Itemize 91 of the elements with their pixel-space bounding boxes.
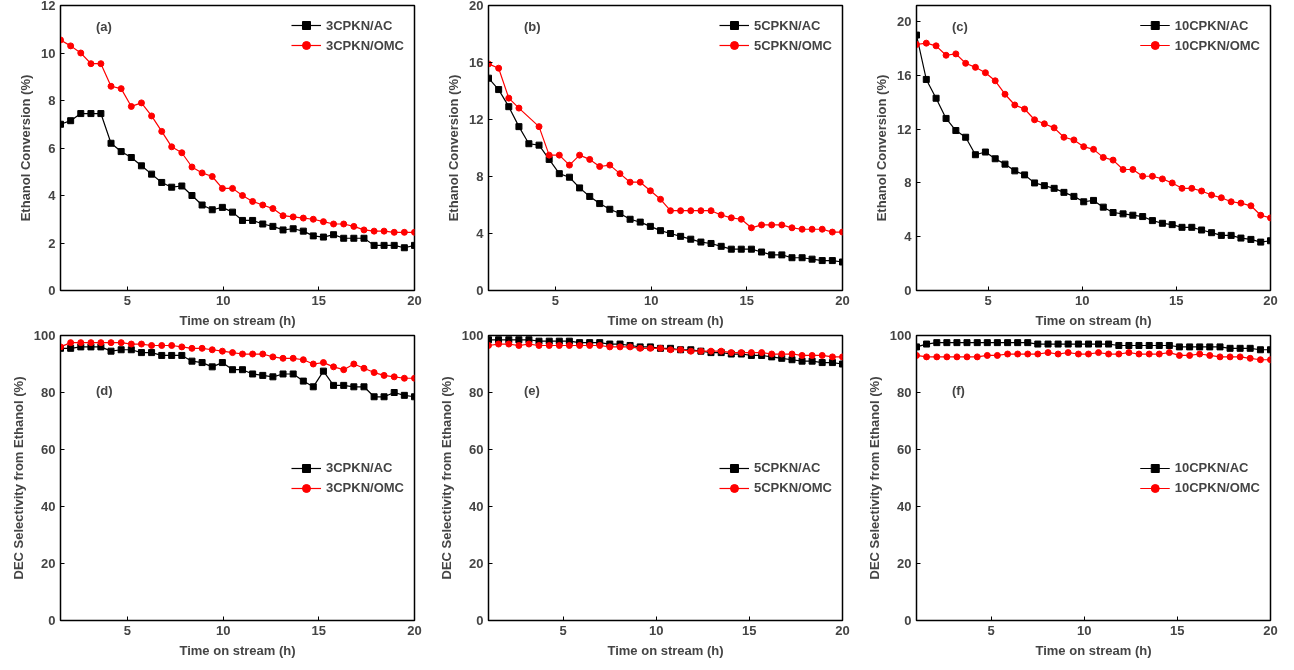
x-tick-label: 20 xyxy=(1263,292,1278,308)
annotation: (a) xyxy=(95,19,112,34)
y-tick-label: 60 xyxy=(41,442,56,457)
y-tick-label: 12 xyxy=(897,121,912,137)
y-tick-label: 12 xyxy=(41,0,56,13)
y-tick-label: 8 xyxy=(476,169,484,184)
legend-label: 3CPKN/AC xyxy=(325,460,393,475)
x-tick-label: 20 xyxy=(407,622,422,638)
x-tick-label: 15 xyxy=(739,292,755,308)
x-tick-label: 10 xyxy=(1074,292,1090,308)
y-axis-title: Ethanol Conversion (%) xyxy=(874,74,890,222)
y-tick-label: 20 xyxy=(469,0,484,13)
y-tick-label: 40 xyxy=(41,499,56,514)
y-tick-label: 100 xyxy=(33,328,56,343)
x-tick-label: 5 xyxy=(123,622,132,638)
x-tick-label: 15 xyxy=(311,622,327,638)
y-tick-label: 0 xyxy=(476,613,484,628)
legend-label: 5CPKN/OMC xyxy=(753,37,832,53)
y-tick-label: 16 xyxy=(897,67,912,83)
x-tick-label: 5 xyxy=(551,292,560,308)
y-tick-label: 20 xyxy=(897,556,912,571)
x-axis-title: Time on stream (h) xyxy=(1035,312,1152,328)
y-tick-label: 60 xyxy=(897,442,912,457)
legend-label: 3CPKN/OMC xyxy=(325,37,404,53)
y-tick-label: 20 xyxy=(469,556,484,571)
x-tick-label: 20 xyxy=(1263,622,1278,638)
legend-label: 10CPKN/AC xyxy=(1174,460,1249,475)
y-tick-label: 100 xyxy=(461,328,484,343)
x-tick-label: 15 xyxy=(1170,622,1185,638)
annotation: (f) xyxy=(951,383,965,399)
x-tick-label: 10 xyxy=(1076,622,1092,638)
x-axis-title: Time on stream (h) xyxy=(607,642,724,658)
x-axis-title: Time on stream (h) xyxy=(1035,642,1152,658)
legend-label: 10CPKN/OMC xyxy=(1174,37,1260,53)
y-tick-label: 16 xyxy=(469,55,484,70)
y-axis-title: DEC Selectivity from Ethanol (%) xyxy=(438,376,454,580)
y-tick-label: 4 xyxy=(904,229,913,245)
y-tick-label: 20 xyxy=(897,14,912,30)
y-tick-label: 60 xyxy=(469,442,484,457)
legend-label: 3CPKN/AC xyxy=(325,17,393,33)
x-axis-title: Time on stream (h) xyxy=(607,312,724,328)
x-tick-label: 15 xyxy=(1169,292,1184,308)
annotation: (b) xyxy=(523,19,541,34)
x-tick-label: 5 xyxy=(123,292,132,308)
y-axis-title: DEC Selectivity from Ethanol (%) xyxy=(866,376,882,580)
legend-label: 10CPKN/AC xyxy=(1174,17,1249,33)
annotation: (d) xyxy=(95,383,113,399)
y-tick-label: 80 xyxy=(897,385,912,400)
y-axis-title: DEC Selectivity from Ethanol (%) xyxy=(10,376,26,580)
legend-label: 5CPKN/OMC xyxy=(753,480,832,495)
x-tick-label: 10 xyxy=(648,622,664,638)
y-tick-label: 8 xyxy=(48,93,56,108)
x-tick-label: 20 xyxy=(407,292,422,308)
x-tick-label: 15 xyxy=(742,622,757,638)
x-tick-label: 10 xyxy=(215,292,231,308)
y-tick-label: 12 xyxy=(469,112,484,127)
legend-label: 5CPKN/AC xyxy=(753,460,821,475)
y-tick-label: 0 xyxy=(904,283,912,298)
y-axis-title: Ethanol Conversion (%) xyxy=(18,74,34,222)
annotation: (e) xyxy=(523,383,540,399)
y-tick-label: 4 xyxy=(48,188,57,203)
y-tick-label: 8 xyxy=(904,175,912,191)
legend-label: 10CPKN/OMC xyxy=(1174,480,1260,495)
y-tick-label: 100 xyxy=(889,328,912,343)
x-tick-label: 5 xyxy=(984,292,992,308)
x-tick-label: 5 xyxy=(559,622,567,638)
legend-label: 5CPKN/AC xyxy=(753,17,821,33)
y-tick-label: 80 xyxy=(41,385,56,400)
x-tick-label: 10 xyxy=(643,292,659,308)
x-axis-title: Time on stream (h) xyxy=(179,642,296,658)
annotation: (c) xyxy=(951,19,968,34)
y-tick-label: 4 xyxy=(476,226,485,241)
x-tick-label: 20 xyxy=(835,622,850,638)
x-axis-title: Time on stream (h) xyxy=(179,312,296,328)
y-tick-label: 20 xyxy=(41,556,56,571)
x-tick-label: 10 xyxy=(215,622,231,638)
y-tick-label: 2 xyxy=(48,235,56,251)
y-tick-label: 80 xyxy=(469,385,484,400)
y-tick-label: 0 xyxy=(476,283,484,298)
y-tick-label: 0 xyxy=(48,283,56,298)
legend-label: 3CPKN/OMC xyxy=(325,480,404,495)
x-tick-label: 5 xyxy=(987,622,995,638)
y-tick-label: 40 xyxy=(469,499,484,514)
y-axis-title: Ethanol Conversion (%) xyxy=(446,74,462,222)
y-tick-label: 10 xyxy=(41,45,56,61)
x-tick-label: 15 xyxy=(311,292,327,308)
y-tick-label: 40 xyxy=(897,499,912,514)
y-tick-label: 6 xyxy=(48,140,56,156)
y-tick-label: 0 xyxy=(48,613,56,628)
x-tick-label: 20 xyxy=(835,292,850,308)
y-tick-label: 0 xyxy=(904,613,912,628)
